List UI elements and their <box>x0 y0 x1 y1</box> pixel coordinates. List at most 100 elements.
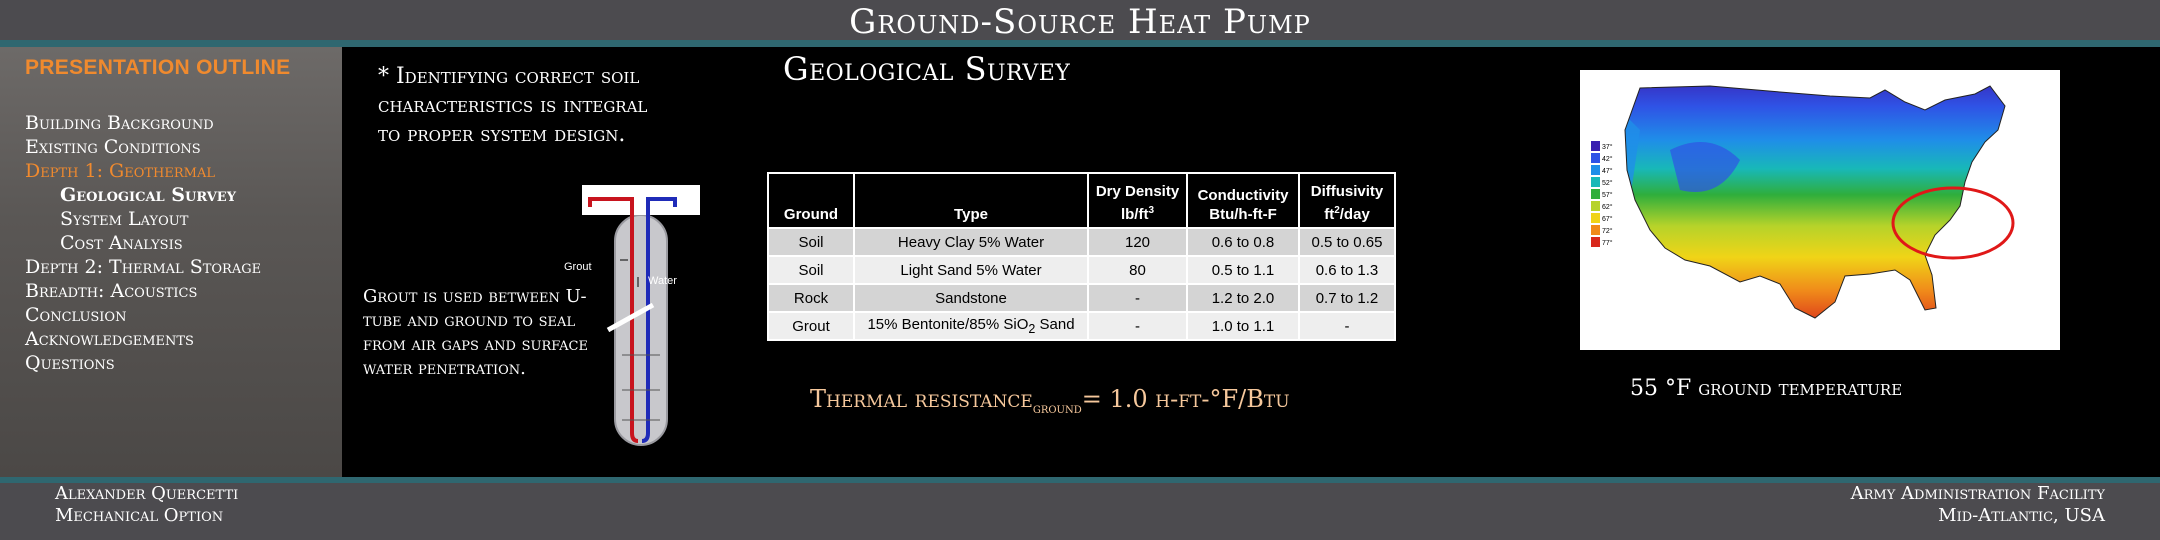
footer-rule <box>0 477 2160 483</box>
presenter-option: Mechanical Option <box>55 505 224 526</box>
project-name: Army Administration Facility <box>1850 483 2105 504</box>
col-ground: Ground <box>767 172 855 229</box>
legend-label: 47° <box>1602 167 1613 175</box>
legend-swatch <box>1591 213 1600 223</box>
ground-properties-table: Ground Type Dry Density lb/ft3 Conductiv… <box>767 172 1396 341</box>
legend-label: 67° <box>1602 215 1613 223</box>
cell-ground: Soil <box>767 227 855 257</box>
presenter-name: Alexander Quercetti <box>55 483 239 504</box>
outline-item: Breadth: Acoustics <box>25 280 198 302</box>
outline-item: System Layout <box>60 208 189 230</box>
legend-swatch <box>1591 225 1600 235</box>
legend-swatch <box>1591 141 1600 151</box>
section-title: Geological Survey <box>783 50 1071 88</box>
col-type: Type <box>853 172 1089 229</box>
outline-item: Conclusion <box>25 304 127 326</box>
borehole-diagram: Grout Water <box>564 185 700 446</box>
cell-conductivity: 0.6 to 0.8 <box>1186 227 1300 257</box>
conductivity-label: Conductivity <box>1197 187 1289 204</box>
us-outline <box>1624 85 2006 319</box>
outline-item: Depth 2: Thermal Storage <box>25 256 262 278</box>
cell-ground: Soil <box>767 255 855 285</box>
return-pipe <box>641 197 677 443</box>
diffusivity-unit-b: /day <box>1339 206 1370 223</box>
footer-bar <box>0 483 2160 540</box>
conductivity-unit: Btu/h-ft-F <box>1209 206 1277 223</box>
outline-item: Cost Analysis <box>60 232 183 254</box>
outline-heading: PRESENTATION OUTLINE <box>25 56 291 79</box>
supply-pipe <box>588 197 639 443</box>
formula-prefix: Thermal resistance <box>810 385 1033 413</box>
legend-label: 72° <box>1602 227 1613 235</box>
legend-label: 42° <box>1602 155 1613 163</box>
cell-diffusivity: 0.7 to 1.2 <box>1298 283 1396 313</box>
legend-label: 77° <box>1602 239 1613 247</box>
outline-list: Building Background Existing Conditions De… <box>25 111 261 375</box>
water-label: Water <box>648 275 677 287</box>
legend-label: 37° <box>1602 143 1613 151</box>
legend-label: 57° <box>1602 191 1613 199</box>
borehole-shaft <box>614 214 668 446</box>
legend-swatch <box>1591 189 1600 199</box>
outline-item: Questions <box>25 352 115 374</box>
cell-type: Sandstone <box>853 283 1089 313</box>
table-row: Grout 15% Bentonite/85% SiO2 Sand - 1.0 … <box>767 311 1396 341</box>
table-row: Rock Sandstone - 1.2 to 2.0 0.7 to 1.2 <box>767 283 1396 313</box>
dry-density-unit: lb/ft <box>1120 206 1149 223</box>
formula-suffix: = 1.0 h-ft-°F/Btu <box>1081 385 1290 413</box>
cell-conductivity: 0.5 to 1.1 <box>1186 255 1300 285</box>
presenter-info: Alexander Quercetti Mechanical Option <box>55 483 238 527</box>
outline-item: Acknowledgements <box>25 328 194 350</box>
ground-temperature-caption: 55 °F ground temperature <box>1630 376 1903 401</box>
page-title: Ground-Source Heat Pump <box>849 2 1311 42</box>
legend-swatch <box>1591 201 1600 211</box>
col-dry-density: Dry Density lb/ft3 <box>1087 172 1188 229</box>
header-rule <box>0 40 2160 47</box>
cell-diffusivity: 0.6 to 1.3 <box>1298 255 1396 285</box>
cell-density: - <box>1087 311 1188 341</box>
cell-diffusivity: - <box>1298 311 1396 341</box>
type-suffix: Sand <box>1035 316 1075 333</box>
diffusivity-label: Diffusivity <box>1310 183 1384 200</box>
ground-temperature-map: 37° 42° 47° 52° 57° 62° 67° 72° 77° <box>1580 70 2060 350</box>
cell-type: Heavy Clay 5% Water <box>853 227 1089 257</box>
legend-swatch <box>1591 177 1600 187</box>
project-info: Army Administration Facility Mid-Atlanti… <box>1851 483 2105 527</box>
col-diffusivity: Diffusivity ft2/day <box>1298 172 1396 229</box>
type-text: 15% Bentonite/85% SiO <box>867 316 1029 333</box>
grout-label: Grout <box>564 261 592 273</box>
grout-note: Grout is used between U-tube and ground … <box>363 286 588 379</box>
dry-density-label: Dry Density <box>1095 183 1180 200</box>
cell-type: 15% Bentonite/85% SiO2 Sand <box>853 311 1089 341</box>
outline-item: Geological Survey <box>60 184 236 206</box>
intro-text: * Identifying correct soil characteristi… <box>378 64 648 147</box>
cell-ground: Grout <box>767 311 855 341</box>
legend-swatch <box>1591 165 1600 175</box>
cell-density: 120 <box>1087 227 1188 257</box>
outline-item: Depth 1: Geothermal <box>25 160 215 182</box>
type-subscript: 2 <box>1028 322 1036 336</box>
cell-density: 80 <box>1087 255 1188 285</box>
cell-ground: Rock <box>767 283 855 313</box>
legend-label: 62° <box>1602 203 1613 211</box>
table-row: Soil Light Sand 5% Water 80 0.5 to 1.1 0… <box>767 255 1396 285</box>
cell-type: Light Sand 5% Water <box>853 255 1089 285</box>
outline-item: Existing Conditions <box>25 136 201 158</box>
presentation-outline: PRESENTATION OUTLINE Building Background… <box>0 47 342 477</box>
legend-swatch <box>1591 153 1600 163</box>
cell-conductivity: 1.0 to 1.1 <box>1186 311 1300 341</box>
map-legend: 37° 42° 47° 52° 57° 62° 67° 72° 77° <box>1591 141 1613 247</box>
mid-atlantic-highlight <box>1891 186 2015 260</box>
callout-line <box>606 302 655 333</box>
table-row: Soil Heavy Clay 5% Water 120 0.6 to 0.8 … <box>767 227 1396 257</box>
outline-item: Building Background <box>25 112 214 134</box>
cell-density: - <box>1087 283 1188 313</box>
thermal-resistance-formula: Thermal resistanceground= 1.0 h-ft-°F/Bt… <box>810 385 1290 417</box>
col-conductivity: Conductivity Btu/h-ft-F <box>1186 172 1300 229</box>
project-location: Mid-Atlantic, USA <box>1938 505 2105 526</box>
header-bar <box>0 0 2160 40</box>
dry-density-exponent: 3 <box>1148 205 1155 216</box>
cell-diffusivity: 0.5 to 0.65 <box>1298 227 1396 257</box>
legend-label: 52° <box>1602 179 1613 187</box>
diffusivity-exponent: 2 <box>1334 205 1340 216</box>
